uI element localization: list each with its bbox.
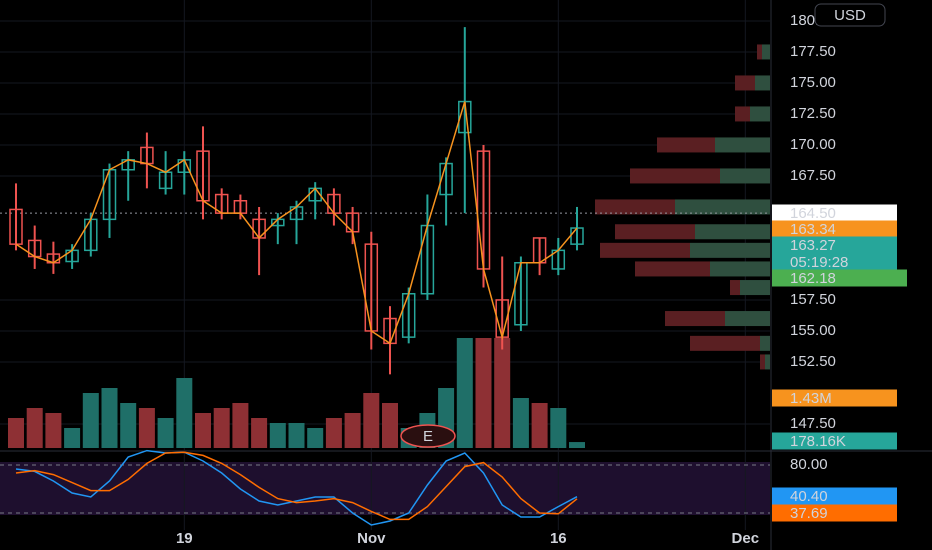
profile-up — [715, 137, 770, 153]
y-tick-label: 175.00 — [790, 74, 836, 91]
profile-up — [755, 75, 770, 91]
profile-down — [595, 199, 675, 215]
volume-bar — [138, 408, 155, 448]
price-tag-label: 164.50 — [790, 205, 836, 222]
volume-bar — [232, 403, 249, 448]
profile-down — [600, 242, 690, 258]
volume-bar — [8, 418, 24, 448]
volume-bar — [64, 428, 81, 448]
price-tag-label: 37.69 — [790, 505, 828, 522]
profile-up — [690, 242, 770, 258]
price-tag — [772, 269, 907, 287]
y-tick-label: 170.00 — [790, 136, 836, 153]
price-tag — [772, 253, 897, 271]
volume-bar — [512, 398, 529, 448]
stoch-tick-label: 80.00 — [790, 456, 828, 473]
price-tag-label: 05:19:28 — [790, 254, 848, 271]
price-tag-label: 162.18 — [790, 270, 836, 287]
price-tag — [772, 389, 897, 407]
candle-body — [9, 208, 23, 245]
profile-up — [710, 261, 770, 277]
profile-down — [690, 335, 760, 351]
volume-bar — [213, 408, 230, 448]
profile-down — [657, 137, 715, 153]
profile-down — [665, 311, 725, 327]
profile-down — [730, 280, 740, 296]
profile-up — [762, 44, 770, 60]
profile-up — [695, 224, 770, 240]
profile-down — [735, 106, 750, 122]
currency-box — [814, 3, 886, 27]
price-tag — [772, 220, 897, 238]
profile-down — [757, 44, 762, 60]
y-tick-label: 147.50 — [790, 415, 836, 432]
volume-bar — [456, 338, 473, 448]
volume-bar — [269, 423, 286, 448]
x-tick-label: 16 — [550, 530, 567, 547]
profile-up — [765, 354, 770, 370]
profile-down — [615, 224, 695, 240]
earnings-badge — [400, 424, 456, 448]
close-line — [15, 101, 578, 345]
volume-bar — [494, 338, 511, 448]
volume-bar — [475, 338, 492, 448]
profile-down — [735, 75, 755, 91]
price-tag-label: 178.16K — [790, 433, 846, 450]
price-tag-label: 40.40 — [790, 488, 828, 505]
profile-up — [740, 280, 770, 296]
volume-bar — [26, 408, 43, 448]
y-tick-label: 155.00 — [790, 322, 836, 339]
price-tag — [772, 236, 897, 254]
y-tick-label: 177.50 — [790, 43, 836, 60]
y-tick-label: 167.50 — [790, 167, 836, 184]
profile-down — [635, 261, 710, 277]
volume-bar — [176, 378, 193, 448]
volume-bar — [344, 413, 361, 448]
price-tag — [772, 487, 897, 505]
volume-bar — [45, 413, 62, 448]
stoch-k-line — [15, 449, 578, 526]
volume-bar — [531, 403, 548, 448]
volume-bar — [288, 423, 305, 448]
stoch-band — [0, 462, 770, 515]
profile-up — [675, 199, 770, 215]
y-tick-label: 157.50 — [790, 291, 836, 308]
x-tick-label: Dec — [732, 530, 760, 547]
price-tag-label: 163.27 — [790, 237, 836, 254]
volume-bar — [363, 393, 380, 448]
price-tag — [772, 432, 897, 450]
volume-bar — [569, 442, 585, 448]
y-tick-label: 172.50 — [790, 105, 836, 122]
price-tag-label: 163.34 — [790, 221, 836, 238]
x-tick-label: 19 — [176, 530, 193, 547]
volume-bar — [251, 418, 268, 448]
earnings-label: E — [423, 428, 433, 445]
profile-up — [720, 168, 770, 184]
profile-up — [750, 106, 770, 122]
profile-down — [760, 354, 765, 370]
volume-bar — [120, 403, 137, 448]
profile-down — [630, 168, 720, 184]
volume-bar — [157, 418, 174, 448]
profile-up — [725, 311, 770, 327]
volume-bar — [101, 388, 118, 448]
stoch-d-line — [15, 451, 578, 521]
volume-bar — [82, 393, 99, 448]
price-tag — [772, 204, 897, 222]
currency-label: USD — [834, 7, 866, 24]
y-tick-label: 152.50 — [790, 353, 836, 370]
price-tag — [772, 504, 897, 522]
volume-bar — [382, 403, 398, 448]
volume-bar — [325, 418, 342, 448]
volume-bar — [195, 413, 211, 448]
profile-up — [760, 335, 770, 351]
volume-bar — [550, 408, 567, 448]
volume-bar — [307, 428, 324, 448]
x-tick-label: Nov — [357, 530, 386, 547]
price-tag-label: 1.43M — [790, 390, 832, 407]
